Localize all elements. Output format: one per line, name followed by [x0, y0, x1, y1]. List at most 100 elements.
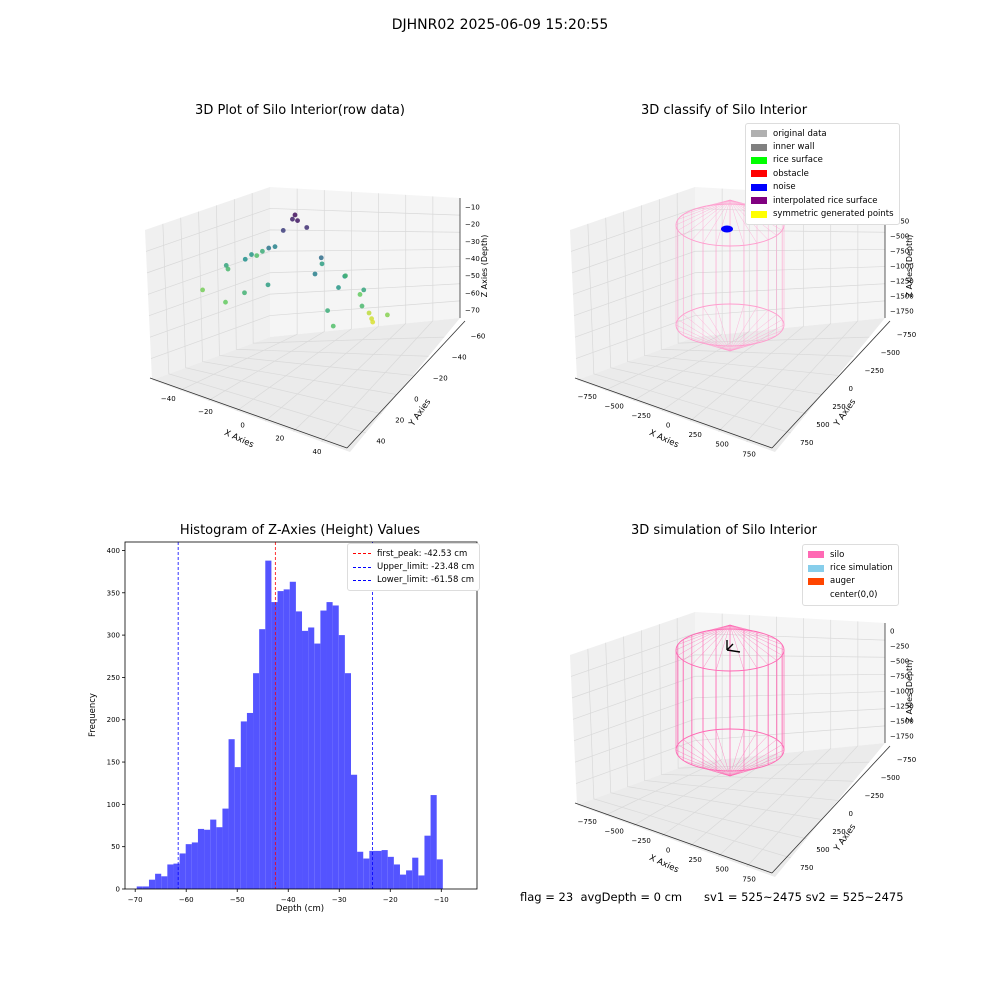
legend-swatch: [808, 577, 824, 585]
x-tick-label: 750: [742, 875, 755, 883]
legend-swatch: [751, 197, 767, 205]
grid-line: [718, 194, 832, 432]
silo-roof-line: [729, 199, 745, 246]
grid-line: [633, 615, 750, 826]
histogram-bar: [308, 627, 315, 889]
histogram-bar: [197, 828, 205, 889]
silo-roof-line: [715, 199, 731, 205]
histogram-bar: [399, 874, 407, 889]
z-tick-label: −1250: [890, 703, 914, 711]
histogram-legend: first_peak: -42.53 cm Upper_limit: -23.4…: [347, 543, 481, 592]
x-tick-label: −750: [578, 818, 597, 826]
legend-item: noise: [751, 181, 894, 194]
data-point: [304, 225, 310, 230]
y-tick-label: 250: [832, 403, 845, 411]
floor-pane: [152, 318, 460, 452]
x-tick-label: −500: [605, 827, 624, 835]
silo-floor-line: [677, 319, 731, 352]
grid-line: [180, 188, 298, 391]
y-tick-label: −750: [897, 756, 916, 764]
silo-roof-line: [715, 624, 731, 630]
silo-roof-line: [683, 199, 731, 236]
data-point: [223, 299, 228, 305]
silo-floor-line: [677, 330, 731, 352]
legend-item: symmetric generated points: [751, 207, 894, 220]
grid-line: [216, 205, 413, 376]
x-tick-label: 500: [715, 441, 728, 449]
left-pane: [570, 612, 695, 805]
y-tick-label: −250: [865, 792, 884, 800]
histogram-xlabel: Depth (cm): [276, 904, 324, 914]
legend-swatch: [751, 143, 767, 151]
data-point: [225, 266, 231, 272]
legend-swatch: [751, 130, 767, 138]
y-tick-label: 500: [816, 421, 829, 429]
grid-line: [150, 300, 461, 359]
silo-roof-line: [729, 624, 769, 636]
grid-line: [264, 193, 379, 422]
data-point: [280, 228, 286, 233]
scatter3d-classify-panel: −750 −500 −250 0 250 500 750 −750 −500 −250 0 250 50…: [570, 187, 916, 458]
x-tick-label: 500: [715, 866, 728, 874]
grid-line: [633, 190, 750, 401]
silo-floor-line: [702, 731, 731, 777]
scatter3d-raw-panel: −40 −20 0 20 40 −60 −40 −20 0 20 40 −10 −20 −30 −40 −50…: [145, 187, 489, 456]
left-pane: [145, 187, 270, 380]
y-axis-line: [346, 320, 466, 449]
silo-floor-line: [729, 760, 777, 777]
avg-depth-readout: avgDepth = 0 cm: [580, 890, 683, 904]
y-tick-label: 750: [800, 439, 813, 447]
z-axis-label: Z Axies (Depth): [905, 660, 914, 723]
data-point: [223, 263, 229, 268]
data-point: [254, 253, 260, 258]
data-point: [200, 287, 205, 293]
histogram-bar: [412, 857, 419, 889]
data-point: [272, 244, 278, 250]
histogram-bar: [142, 886, 149, 889]
y-tick-label: −750: [897, 331, 916, 339]
panel4-title: 3D simulation of Silo Interior: [631, 523, 817, 538]
y-tick-label: 0: [849, 810, 853, 818]
z-tick-label: −1750: [890, 733, 914, 741]
z-tick-label: −750: [890, 673, 909, 681]
histogram-bar: [344, 673, 351, 889]
histogram-bar: [240, 721, 247, 889]
data-point: [361, 287, 367, 293]
histogram-bar: [375, 850, 382, 889]
legend-label: obstacle: [773, 168, 809, 179]
silo-roof-line: [677, 199, 731, 220]
legend-item: rice simulation: [808, 561, 893, 574]
silo-roof-line: [729, 624, 745, 671]
data-point: [295, 218, 300, 223]
silo-floor-line: [729, 306, 758, 352]
sv1-readout: sv1 = 525~2475: [704, 890, 802, 904]
legend-swatch: [808, 551, 824, 559]
silo-roof-line: [715, 624, 731, 671]
x-tick-label: −40: [161, 395, 176, 403]
figure-title: DJHNR02 2025-06-09 15:20:55: [391, 17, 609, 33]
legend-label: Lower_limit: -61.58 cm: [377, 575, 475, 586]
z-tick-label: −1750: [890, 308, 914, 316]
histogram-bar: [216, 827, 223, 889]
silo-roof-line: [729, 624, 777, 661]
y-tick-label: −500: [881, 349, 900, 357]
legend-label: noise: [773, 182, 796, 193]
grid-line: [575, 300, 886, 359]
x-tick-label: −40: [281, 896, 296, 904]
silo-roof-line: [691, 624, 731, 666]
y-axis-line: [771, 320, 891, 449]
silo-floor-line: [715, 729, 731, 777]
legend-label: auger: [830, 576, 855, 587]
x-tick-label: 40: [313, 448, 322, 456]
legend-item: auger: [808, 575, 893, 588]
z-tick-label: −20: [465, 221, 480, 229]
legend-item: silo: [808, 548, 893, 561]
legend-swatch: [808, 564, 824, 572]
silo-roof-line: [729, 624, 758, 669]
data-point: [370, 319, 376, 325]
y-axis-label: Y Axies: [832, 822, 859, 854]
legend-line-swatch: [353, 566, 371, 568]
x-tick-label: 0: [666, 422, 670, 430]
y-tick-label: 300: [107, 632, 120, 640]
x-tick-label: −750: [578, 393, 597, 401]
